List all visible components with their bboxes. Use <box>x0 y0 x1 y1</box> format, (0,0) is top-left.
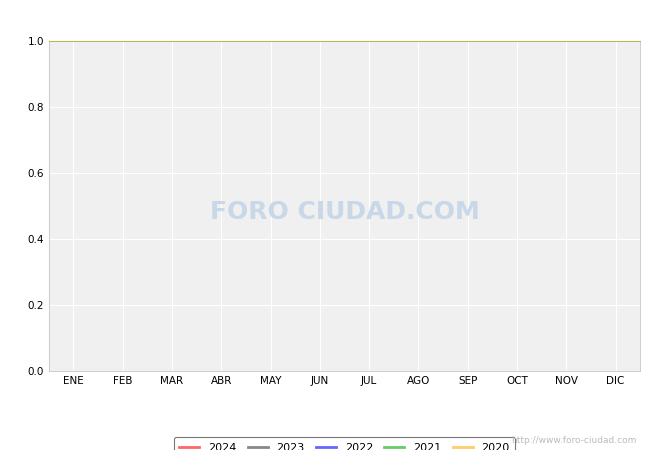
Text: FORO CIUDAD.COM: FORO CIUDAD.COM <box>209 201 480 225</box>
Legend: 2024, 2023, 2022, 2021, 2020: 2024, 2023, 2022, 2021, 2020 <box>174 437 515 450</box>
Text: http://www.foro-ciudad.com: http://www.foro-ciudad.com <box>512 436 637 445</box>
Text: Matriculaciones de Vehiculos en Muriel Viejo: Matriculaciones de Vehiculos en Muriel V… <box>141 8 509 26</box>
